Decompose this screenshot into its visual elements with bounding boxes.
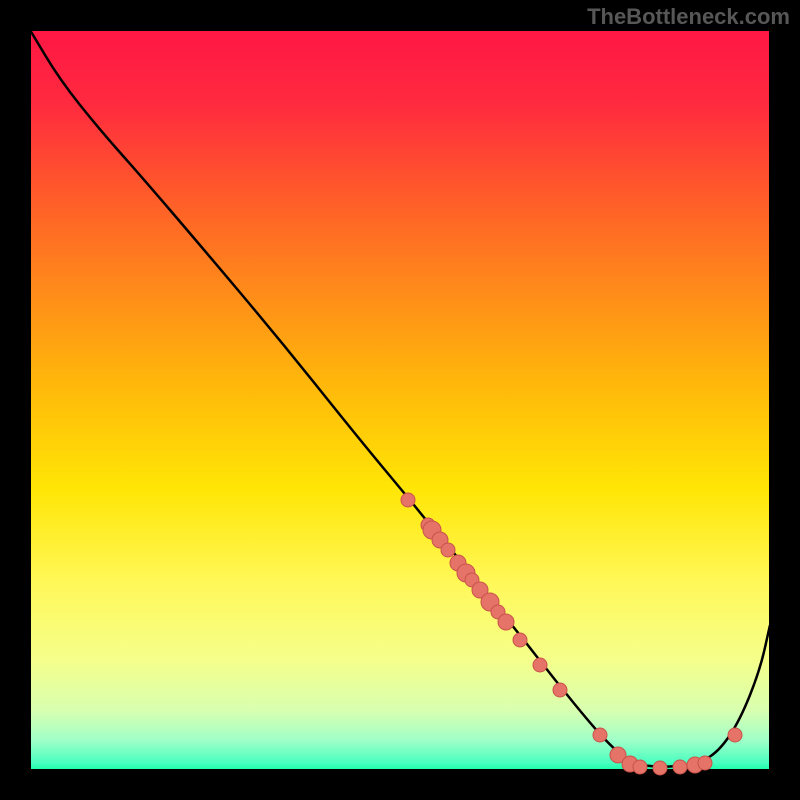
bottleneck-chart: TheBottleneck.com <box>0 0 800 800</box>
scatter-point <box>698 756 712 770</box>
scatter-point <box>593 728 607 742</box>
scatter-point <box>673 760 687 774</box>
scatter-point <box>553 683 567 697</box>
scatter-point <box>401 493 415 507</box>
attribution-label: TheBottleneck.com <box>587 4 790 30</box>
plot-background <box>30 30 770 770</box>
chart-svg <box>0 0 800 800</box>
scatter-point <box>633 760 647 774</box>
scatter-point <box>533 658 547 672</box>
scatter-point <box>653 761 667 775</box>
scatter-point <box>498 614 514 630</box>
scatter-point <box>441 543 455 557</box>
scatter-point <box>728 728 742 742</box>
scatter-point <box>513 633 527 647</box>
